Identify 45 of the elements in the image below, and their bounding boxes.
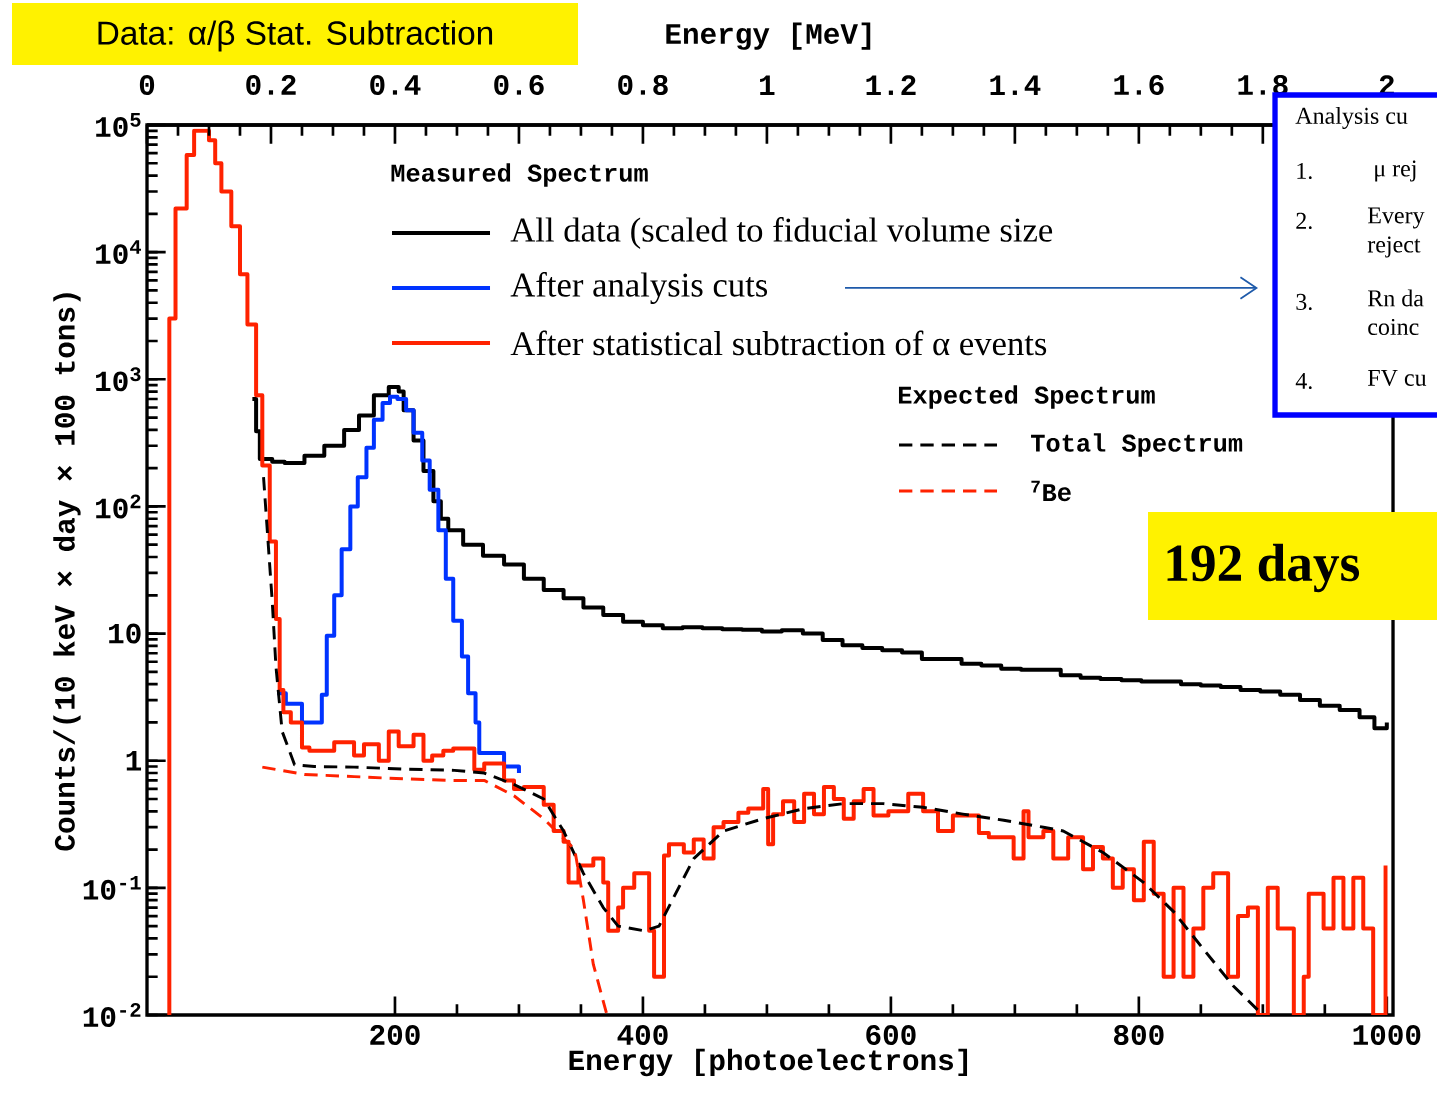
annotation: reject xyxy=(1367,236,1421,258)
y-tick-label: 10$^{2}$ xyxy=(96,494,141,519)
x-tick-label: 200 xyxy=(370,1025,420,1045)
y-tick-label: 10$^{3}$ xyxy=(96,367,141,392)
annotation: 1. xyxy=(1297,162,1312,180)
legend-label: All data (scaled to fiducial volume size xyxy=(510,217,1053,249)
legend-label: $^{7}$Be xyxy=(1031,480,1071,502)
annotation: 3. xyxy=(1296,293,1312,311)
text: Data: α/β Stat. Subtraction xyxy=(98,20,493,52)
y-tick-label: 10$^{-2}$ xyxy=(83,1002,141,1028)
x2-tick-label: 1.2 xyxy=(866,75,916,95)
x2-tick-label: 0.6 xyxy=(494,75,544,95)
y-axis-title: Counts/(10 keV × day × 100 tons) xyxy=(53,293,81,851)
x2-tick-label: 1.4 xyxy=(990,75,1041,95)
annotation: FV cu xyxy=(1367,369,1427,387)
x-tick-label: 600 xyxy=(866,1025,916,1045)
x2-tick-label: 0.2 xyxy=(246,75,296,95)
annotation: 4. xyxy=(1295,372,1312,390)
legend-label: After statistical subtraction of α events xyxy=(510,330,1047,356)
annotation: coinc xyxy=(1368,318,1419,336)
annotation: Measured Spectrum xyxy=(391,163,648,187)
x-tick-label: 400 xyxy=(617,1025,668,1045)
y-tick-label: 10 xyxy=(109,623,141,644)
annotation: Rn da xyxy=(1367,289,1424,307)
x2-tick-label: 0.8 xyxy=(618,75,668,95)
y-tick-label: 10$^{-1}$ xyxy=(83,875,141,900)
x2-tick-label: 0 xyxy=(139,75,155,95)
x-tick-label: 800 xyxy=(1114,1025,1164,1045)
y-tick-label: 10$^{5}$ xyxy=(96,113,141,137)
x2-tick-label: 1 xyxy=(760,75,775,95)
annotation: Analysis cu xyxy=(1295,107,1408,129)
x2-tick-label: 0.4 xyxy=(370,75,421,95)
x2-axis-title: Energy [MeV] xyxy=(666,22,871,50)
annotation: 2. xyxy=(1296,212,1312,230)
x-tick-label: 1000 xyxy=(1353,1025,1421,1045)
annotation: 192 days xyxy=(1167,543,1360,593)
annotation: μ rej xyxy=(1375,160,1416,182)
x2-tick-label: 1.6 xyxy=(1114,75,1164,95)
x-axis-title: Energy [photoelectrons] xyxy=(569,1048,968,1077)
legend-label: Total Spectrum xyxy=(1031,433,1243,457)
annotation: Expected Spectrum xyxy=(898,385,1155,409)
annotation: Every xyxy=(1367,207,1425,229)
legend-label: After analysis cuts xyxy=(510,272,768,304)
y-tick-label: 10$^{4}$ xyxy=(96,240,142,265)
y-tick-label: 1 xyxy=(126,751,142,771)
